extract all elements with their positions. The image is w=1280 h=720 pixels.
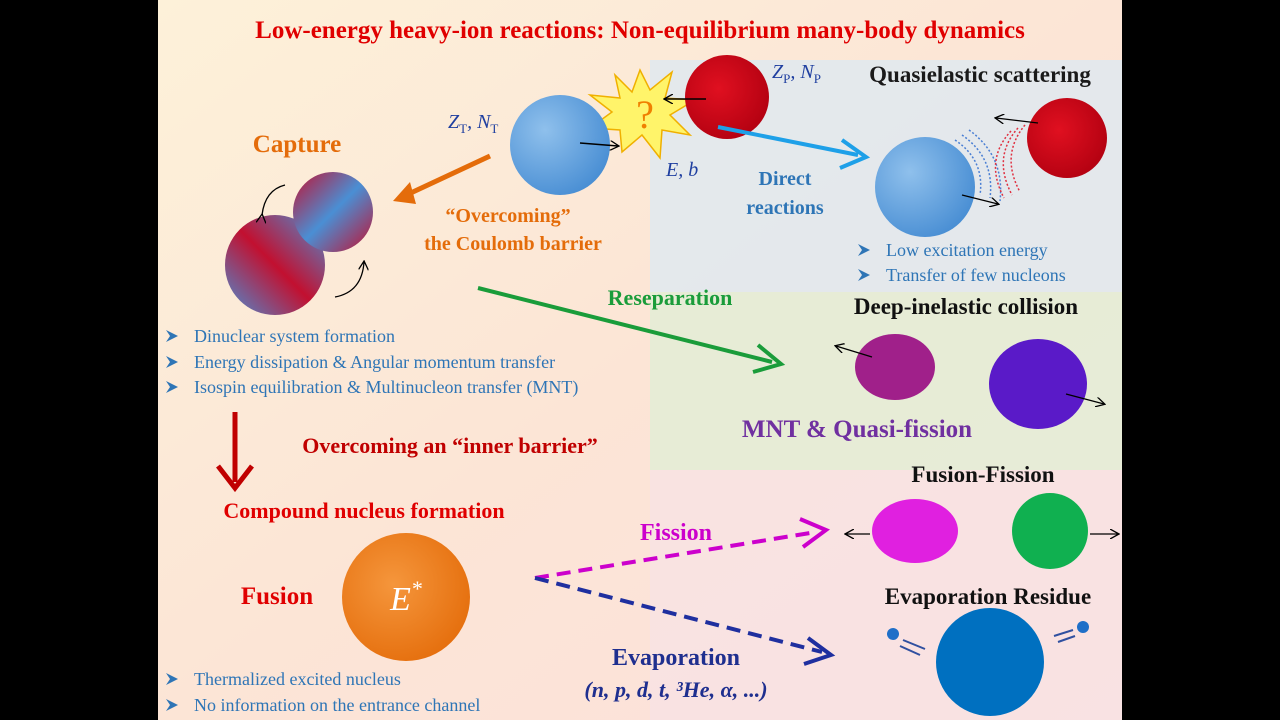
- fission-label: Fission: [640, 520, 712, 546]
- sub: T: [490, 121, 498, 136]
- direct-arrow: [717, 125, 859, 157]
- deep-inelastic-title: Deep-inelastic collision: [854, 294, 1078, 319]
- sup: *: [411, 576, 422, 601]
- fragment: [989, 339, 1087, 429]
- capture-arrow-label: the Coulomb barrier: [424, 233, 602, 255]
- arrow-head: [393, 182, 416, 204]
- target-label: ZT, NT: [448, 111, 498, 136]
- capture-title: Capture: [253, 131, 341, 158]
- bullet-text: Isospin equilibration & Multinucleon tra…: [194, 377, 578, 398]
- bullet: [166, 356, 178, 368]
- arrow-head: [839, 138, 871, 170]
- compound-nucleus: [342, 533, 470, 661]
- direct-label: reactions: [746, 197, 824, 219]
- bullet: [858, 244, 870, 256]
- bullet-text: Transfer of few nucleons: [886, 265, 1066, 285]
- symbol: E: [389, 581, 411, 618]
- unknown-mark: ?: [636, 92, 654, 137]
- excitation-symbol: E*: [389, 576, 422, 618]
- rotation-arrow: [262, 184, 286, 215]
- projectile-label: ZP, NP: [772, 61, 821, 86]
- particle-trail: [1053, 629, 1076, 643]
- residue-nucleus: [936, 608, 1044, 716]
- fragment: [1012, 493, 1088, 569]
- z: Z: [448, 111, 460, 133]
- wave: [994, 124, 1026, 199]
- bullet-text: Dinuclear system formation: [194, 326, 395, 346]
- reseparation-arrow: [477, 286, 773, 364]
- inner-barrier-label: Overcoming an “inner barrier”: [302, 433, 598, 458]
- z: Z: [772, 61, 784, 83]
- projectile-nucleus: [1027, 98, 1107, 178]
- reseparation-label: Reseparation: [608, 285, 733, 310]
- letterbox: [0, 0, 158, 720]
- arrow-head: [216, 464, 254, 493]
- target-nucleus: [875, 137, 975, 237]
- n: N: [476, 111, 492, 133]
- arrow-head: [799, 517, 831, 549]
- n: N: [799, 61, 815, 83]
- particles-label: (n, p, d, t, ³He, α, ...): [584, 677, 767, 702]
- dinuclear-part: [225, 215, 325, 315]
- capture-bullets: Dinuclear system formation Energy dissip…: [166, 326, 578, 398]
- target-arrow: [579, 143, 618, 146]
- title: Low-energy heavy-ion reactions: Non-equi…: [255, 17, 1025, 44]
- bullet-text: Low excitation energy: [886, 240, 1048, 260]
- compound-title: Compound nucleus formation: [223, 498, 504, 523]
- capture-arrow-label: “Overcoming”: [445, 205, 570, 227]
- direct-label: Direct: [759, 168, 812, 190]
- evaporation-arrow: [534, 576, 823, 654]
- sub: P: [783, 71, 790, 86]
- bullet: [166, 673, 178, 685]
- bullet: [858, 269, 870, 281]
- collision-params: E, b: [665, 159, 698, 181]
- capture-arrow: [398, 153, 492, 201]
- sep: ,: [467, 111, 477, 133]
- letterbox: [1122, 0, 1280, 720]
- sub: T: [459, 121, 467, 136]
- evaporation-title: Evaporation Residue: [885, 584, 1091, 609]
- dinuclear-part: [293, 172, 373, 252]
- evaporation-label: Evaporation: [612, 645, 740, 671]
- fission-arrow: [534, 530, 817, 580]
- motion-arrow: [996, 118, 1039, 123]
- projectile-nucleus: [685, 55, 769, 139]
- motion-arrow: [1065, 393, 1104, 404]
- bullet-text: Energy dissipation & Angular momentum tr…: [194, 352, 555, 372]
- particle: [887, 628, 899, 640]
- fragment: [855, 334, 935, 400]
- fragment: [872, 499, 958, 563]
- target-nucleus: [510, 95, 610, 195]
- quasielastic-title: Quasielastic scattering: [869, 62, 1091, 87]
- fusion-fission-title: Fusion-Fission: [911, 462, 1054, 487]
- bullet-text: No information on the entrance channel: [194, 695, 480, 715]
- particle: [1077, 621, 1089, 633]
- mnt-label: MNT & Quasi-fission: [742, 416, 972, 443]
- rotation-arrow: [334, 262, 364, 298]
- bullet: [166, 330, 178, 342]
- motion-arrow: [836, 346, 873, 358]
- arrow-head: [803, 636, 836, 666]
- fusion-label: Fusion: [241, 583, 313, 610]
- bullet: [166, 381, 178, 393]
- sep: ,: [790, 61, 800, 83]
- motion-arrow: [961, 194, 998, 204]
- particle-trail: [899, 639, 926, 656]
- bullet-text: Thermalized excited nucleus: [194, 669, 401, 689]
- bullet: [166, 699, 178, 711]
- arrow-head: [752, 343, 786, 374]
- sub: P: [814, 71, 821, 86]
